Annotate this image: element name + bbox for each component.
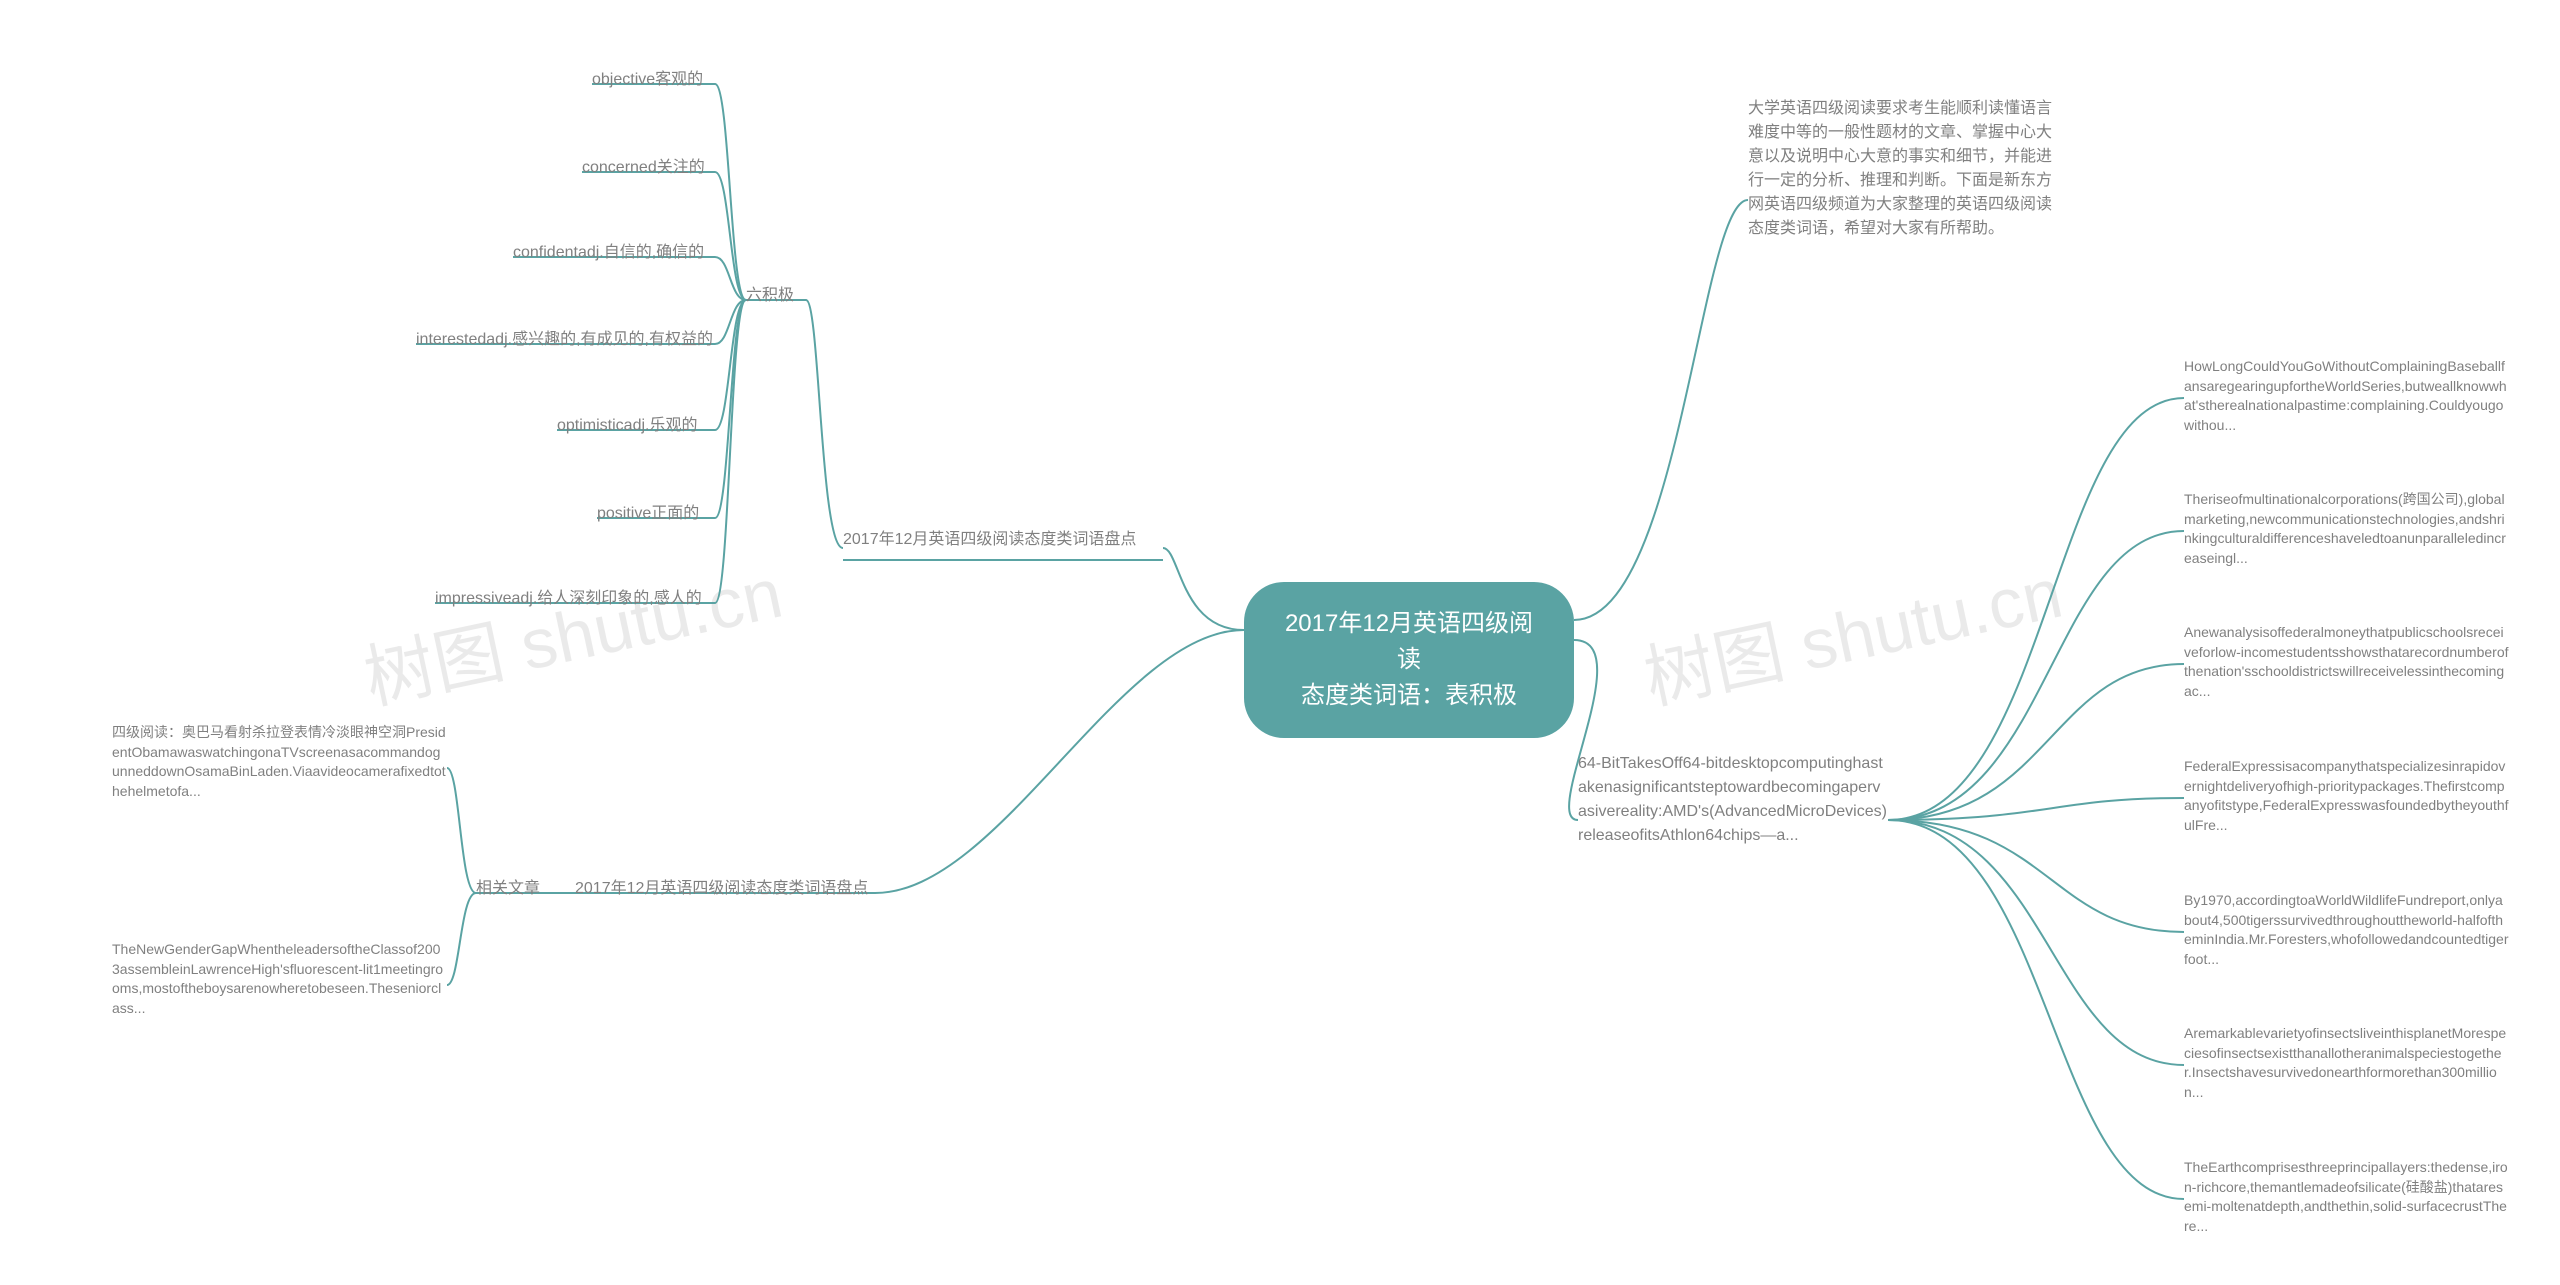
word-optimistic[interactable]: optimisticadj.乐观的 (557, 414, 697, 438)
right-article-1[interactable]: HowLongCouldYouGoWithoutComplainingBaseb… (2184, 357, 2509, 435)
right-article-3[interactable]: Anewanalysisoffederalmoneythatpublicscho… (2184, 623, 2509, 701)
left-hub-1[interactable]: 2017年12月英语四级阅读态度类词语盘点 (843, 528, 1163, 552)
root-line1: 2017年12月英语四级阅读 (1285, 610, 1533, 673)
right-article-5[interactable]: By1970,accordingtoaWorldWildlifeFundrepo… (2184, 891, 2509, 969)
left-article-2[interactable]: TheNewGenderGapWhentheleadersoftheClasso… (112, 940, 447, 1018)
right-article-4[interactable]: FederalExpressisacompanythatspecializesi… (2184, 757, 2509, 835)
root-line2: 态度类词语：表积极 (1301, 682, 1517, 709)
right-intro[interactable]: 大学英语四级阅读要求考生能顺利读懂语言难度中等的一般性题材的文章、掌握中心大意以… (1748, 97, 2058, 241)
watermark-2: 树图 shutu.cn (1634, 537, 2070, 724)
right-article-2[interactable]: Theriseofmultinationalcorporations(跨国公司)… (2184, 490, 2509, 568)
right-hub[interactable]: 64-BitTakesOff64-bitdesktopcomputinghast… (1578, 752, 1888, 848)
six-positive-label[interactable]: 六积极 (746, 284, 794, 308)
mindmap-canvas: 树图 shutu.cn 树图 shutu.cn (0, 0, 2560, 1285)
left-article-1[interactable]: 四级阅读：奥巴马看射杀拉登表情冷淡眼神空洞PresidentObamawaswa… (112, 723, 447, 801)
word-objective[interactable]: objective客观的 (592, 68, 703, 92)
word-confident[interactable]: confidentadj.自信的,确信的 (513, 241, 704, 265)
root-node[interactable]: 2017年12月英语四级阅读 态度类词语：表积极 (1244, 582, 1574, 738)
word-concerned[interactable]: concerned关注的 (582, 156, 705, 180)
right-article-6[interactable]: Aremarkablevarietyofinsectsliveinthispla… (2184, 1024, 2509, 1102)
related-articles-label[interactable]: 相关文章 (476, 877, 540, 901)
word-interested[interactable]: interestedadj.感兴趣的,有成见的,有权益的 (416, 328, 713, 352)
watermark-1: 树图 shutu.cn (354, 537, 790, 724)
left-hub-2[interactable]: 2017年12月英语四级阅读态度类词语盘点 (575, 877, 875, 901)
right-article-7[interactable]: TheEarthcomprisesthreeprincipallayers:th… (2184, 1158, 2509, 1236)
word-positive[interactable]: positive正面的 (597, 502, 699, 526)
word-impressive[interactable]: impressiveadj.给人深刻印象的,感人的 (435, 587, 702, 611)
